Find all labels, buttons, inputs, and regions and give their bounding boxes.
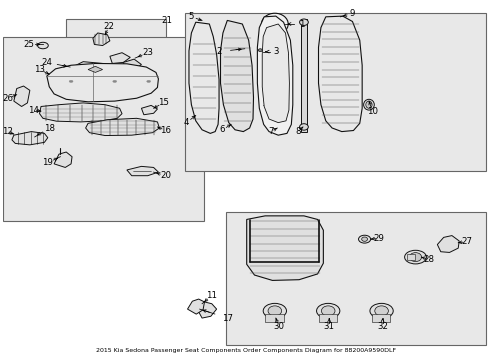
Text: 5: 5	[188, 12, 194, 21]
Text: 32: 32	[376, 322, 387, 331]
Text: 1: 1	[299, 19, 304, 28]
Bar	[318, 315, 336, 321]
Polygon shape	[141, 105, 157, 115]
Text: 13: 13	[34, 65, 45, 74]
Text: 2015 Kia Sedona Passenger Seat Components Order Components Diagram for 88200A959: 2015 Kia Sedona Passenger Seat Component…	[96, 348, 395, 353]
Polygon shape	[54, 152, 72, 167]
Polygon shape	[220, 21, 253, 132]
Ellipse shape	[261, 13, 287, 35]
Text: 27: 27	[460, 237, 471, 246]
Bar	[264, 315, 283, 321]
Polygon shape	[318, 16, 362, 132]
Ellipse shape	[321, 306, 334, 316]
Ellipse shape	[374, 306, 387, 316]
Ellipse shape	[299, 124, 308, 130]
Text: 6: 6	[219, 125, 225, 134]
Polygon shape	[262, 24, 289, 123]
Bar	[371, 315, 389, 321]
Text: 21: 21	[162, 16, 172, 25]
Ellipse shape	[299, 19, 308, 26]
Ellipse shape	[69, 80, 73, 82]
Ellipse shape	[113, 80, 117, 82]
Polygon shape	[68, 62, 110, 75]
Ellipse shape	[369, 303, 392, 319]
Text: 23: 23	[142, 48, 153, 57]
Bar	[226, 212, 486, 345]
Polygon shape	[110, 53, 130, 63]
Bar	[3, 37, 204, 221]
Polygon shape	[14, 86, 30, 107]
Polygon shape	[187, 299, 204, 314]
Text: 28: 28	[423, 255, 434, 264]
Ellipse shape	[361, 237, 367, 241]
Polygon shape	[436, 235, 458, 252]
Ellipse shape	[408, 253, 421, 262]
Text: 18: 18	[43, 123, 55, 132]
Bar	[230, 46, 244, 51]
Ellipse shape	[365, 101, 371, 108]
Polygon shape	[257, 16, 292, 135]
Ellipse shape	[258, 49, 262, 51]
Ellipse shape	[263, 303, 286, 319]
Text: 31: 31	[323, 322, 334, 331]
Ellipse shape	[38, 42, 48, 49]
Polygon shape	[12, 132, 48, 145]
Polygon shape	[246, 216, 323, 280]
Text: 12: 12	[1, 127, 13, 136]
Polygon shape	[197, 302, 216, 318]
Text: 16: 16	[160, 126, 171, 135]
Ellipse shape	[363, 99, 373, 110]
Bar	[407, 254, 414, 260]
Text: 15: 15	[158, 98, 168, 107]
Polygon shape	[40, 103, 122, 122]
Bar	[66, 19, 165, 96]
Ellipse shape	[146, 80, 150, 82]
Text: 14: 14	[28, 105, 39, 114]
Polygon shape	[126, 166, 158, 176]
Text: 29: 29	[373, 234, 384, 243]
Text: 22: 22	[103, 22, 114, 31]
Text: 26: 26	[2, 94, 14, 103]
Polygon shape	[123, 59, 141, 69]
Polygon shape	[47, 63, 158, 102]
Text: 10: 10	[366, 107, 378, 116]
Text: 9: 9	[349, 9, 354, 18]
Text: 8: 8	[295, 127, 300, 136]
Polygon shape	[93, 33, 110, 45]
Polygon shape	[85, 118, 159, 135]
Text: 11: 11	[206, 291, 217, 300]
Text: 25: 25	[23, 40, 34, 49]
Polygon shape	[88, 66, 102, 72]
Bar	[185, 13, 486, 171]
Bar	[301, 19, 306, 132]
Ellipse shape	[267, 306, 281, 316]
Ellipse shape	[404, 250, 426, 264]
Ellipse shape	[316, 303, 339, 319]
Polygon shape	[188, 22, 219, 134]
Text: 20: 20	[160, 171, 171, 180]
Text: 3: 3	[272, 47, 278, 56]
Text: 24: 24	[41, 58, 52, 67]
Text: 19: 19	[42, 158, 53, 167]
Ellipse shape	[358, 235, 370, 243]
Text: 7: 7	[267, 127, 273, 136]
Text: 2: 2	[216, 47, 222, 56]
Text: 4: 4	[183, 118, 189, 127]
Text: 30: 30	[273, 322, 284, 331]
Text: 17: 17	[222, 314, 232, 323]
